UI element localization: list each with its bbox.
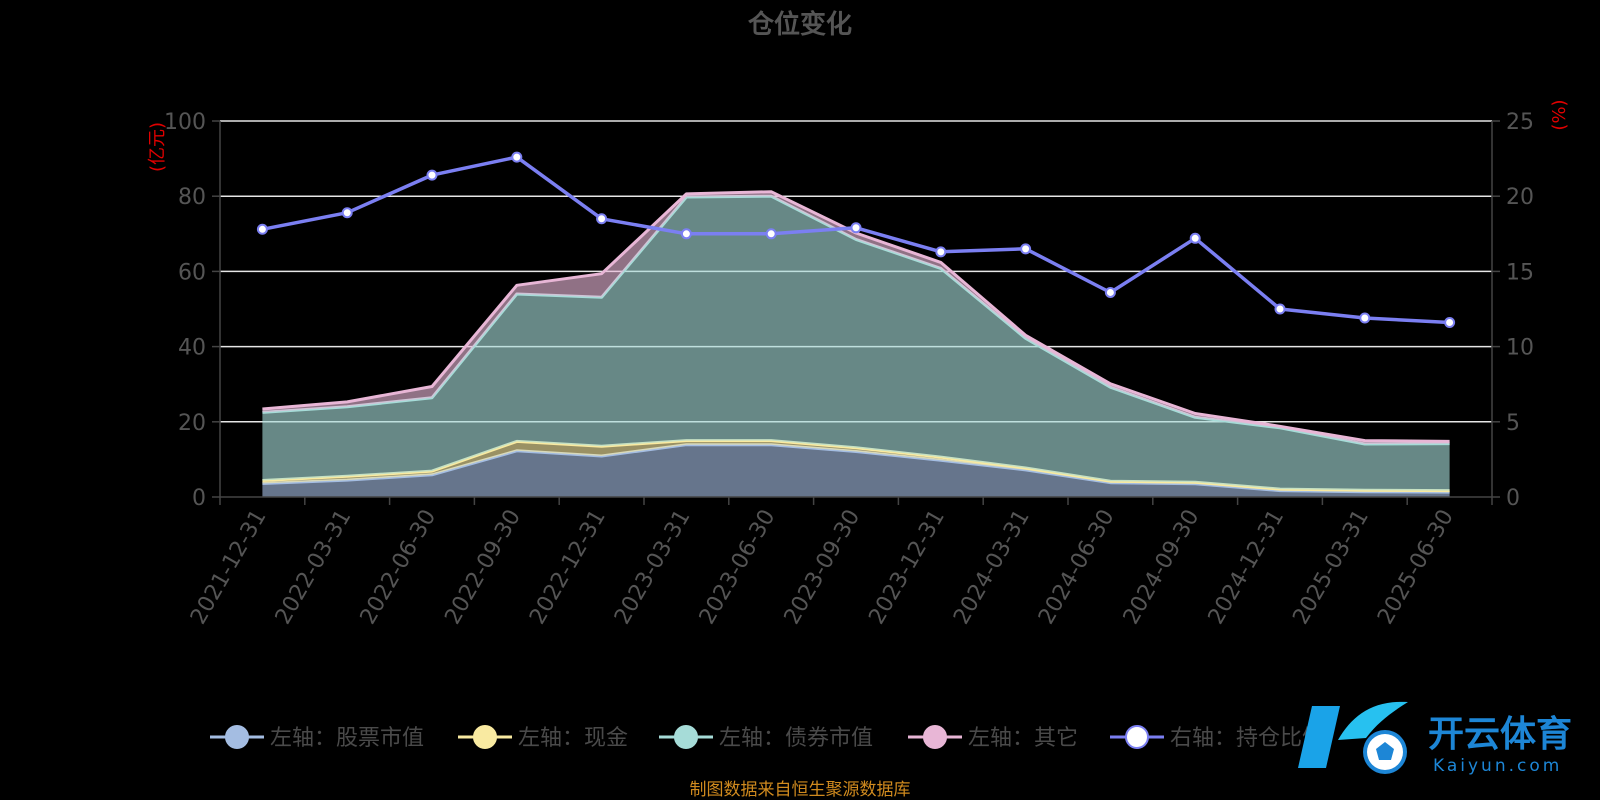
legend-item-5[interactable]: 右轴：持仓比例 — [1110, 725, 1324, 751]
stacked-areas — [262, 190, 1450, 497]
x-axis-tick-label: 2025-03-31 — [1288, 506, 1374, 629]
legend-item-1[interactable]: 左轴：股票市值 — [210, 725, 424, 751]
line-series-point — [850, 222, 862, 234]
left-axis-tick-label: 40 — [178, 336, 206, 361]
left-axis-tick-label: 20 — [178, 411, 206, 436]
line-series-point — [511, 151, 523, 163]
left-axis-tick-label: 0 — [192, 486, 206, 511]
x-axis-tick-label: 2024-03-31 — [949, 506, 1035, 629]
legend-label: 左轴：股票市值 — [270, 726, 424, 751]
right-axis-tick-label: 15 — [1506, 260, 1534, 285]
x-axis-tick-label: 2023-09-30 — [780, 506, 866, 629]
x-axis-tick-label: 2022-06-30 — [356, 506, 442, 629]
left-axis-tick-label: 60 — [178, 260, 206, 285]
watermark-cn: 开云体育 — [1428, 714, 1572, 755]
legend-label: 左轴：债券市值 — [719, 726, 873, 751]
x-axis-tick-label: 2024-06-30 — [1034, 506, 1120, 629]
legend: 左轴：股票市值 左轴：现金 左轴：债券市值 左轴：其它 右轴：持仓比例 — [210, 725, 1324, 751]
legend-marker — [225, 725, 249, 749]
legend-label: 左轴：现金 — [518, 726, 628, 751]
watermark-en: Kaiyun.com — [1433, 756, 1562, 776]
watermark-logo: 开云体育 Kaiyun.com — [1298, 701, 1572, 776]
legend-marker — [473, 725, 497, 749]
area-series-2 — [262, 440, 1450, 493]
right-axis-tick-label: 25 — [1506, 110, 1534, 135]
x-axis-tick-label: 2021-12-31 — [186, 506, 272, 629]
line-series-point — [935, 246, 947, 258]
legend-marker — [674, 725, 698, 749]
right-axis-tick-label: 5 — [1506, 411, 1520, 436]
line-series-point — [596, 213, 608, 225]
line-series-point — [1189, 232, 1201, 244]
legend-marker — [923, 725, 947, 749]
line-series-point — [1020, 243, 1032, 255]
legend-item-2[interactable]: 左轴：现金 — [458, 725, 628, 751]
position-ratio-line — [256, 151, 1456, 329]
data-source-note: 制图数据来自恒生聚源数据库 — [690, 780, 911, 800]
x-axis-tick-label: 2024-09-30 — [1119, 506, 1205, 629]
x-axis-tick-label: 2023-03-31 — [610, 506, 696, 629]
right-axis-tick-label: 20 — [1506, 185, 1534, 210]
line-series-point — [1104, 286, 1116, 298]
x-axis-tick-label: 2024-12-31 — [1204, 506, 1290, 629]
line-series-point — [680, 228, 692, 240]
line-series-point — [1359, 312, 1371, 324]
chart-title: 仓位变化 — [747, 9, 852, 40]
line-series-point — [1274, 303, 1286, 315]
x-axis-tick-label: 2022-12-31 — [525, 506, 611, 629]
left-axis-unit: (亿元) — [147, 122, 168, 172]
legend-item-4[interactable]: 左轴：其它 — [908, 725, 1078, 751]
right-axis-unit: (%) — [1549, 99, 1570, 130]
area-series-3 — [262, 196, 1450, 491]
right-axis-tick-label: 0 — [1506, 486, 1520, 511]
left-axis-tick-label: 100 — [164, 110, 206, 135]
x-axis-tick-label: 2022-09-30 — [440, 506, 526, 629]
line-series-point — [426, 169, 438, 181]
x-axis-tick-label: 2025-06-30 — [1373, 506, 1459, 629]
right-axis-tick-label: 10 — [1506, 336, 1534, 361]
x-axis-tick-label: 2023-06-30 — [695, 506, 781, 629]
left-axis-tick-label: 80 — [178, 185, 206, 210]
legend-item-3[interactable]: 左轴：债券市值 — [659, 725, 873, 751]
legend-label: 左轴：其它 — [968, 726, 1078, 751]
line-series-point — [765, 228, 777, 240]
line-series-point — [1444, 317, 1456, 329]
line-series-point — [341, 207, 353, 219]
k-logo-mark — [1298, 701, 1408, 774]
x-axis-tick-label: 2023-12-31 — [864, 506, 950, 629]
legend-label: 右轴：持仓比例 — [1170, 726, 1324, 751]
legend-marker — [1125, 725, 1149, 749]
x-axis-tick-label: 2022-03-31 — [271, 506, 357, 629]
line-series-point — [256, 223, 268, 235]
